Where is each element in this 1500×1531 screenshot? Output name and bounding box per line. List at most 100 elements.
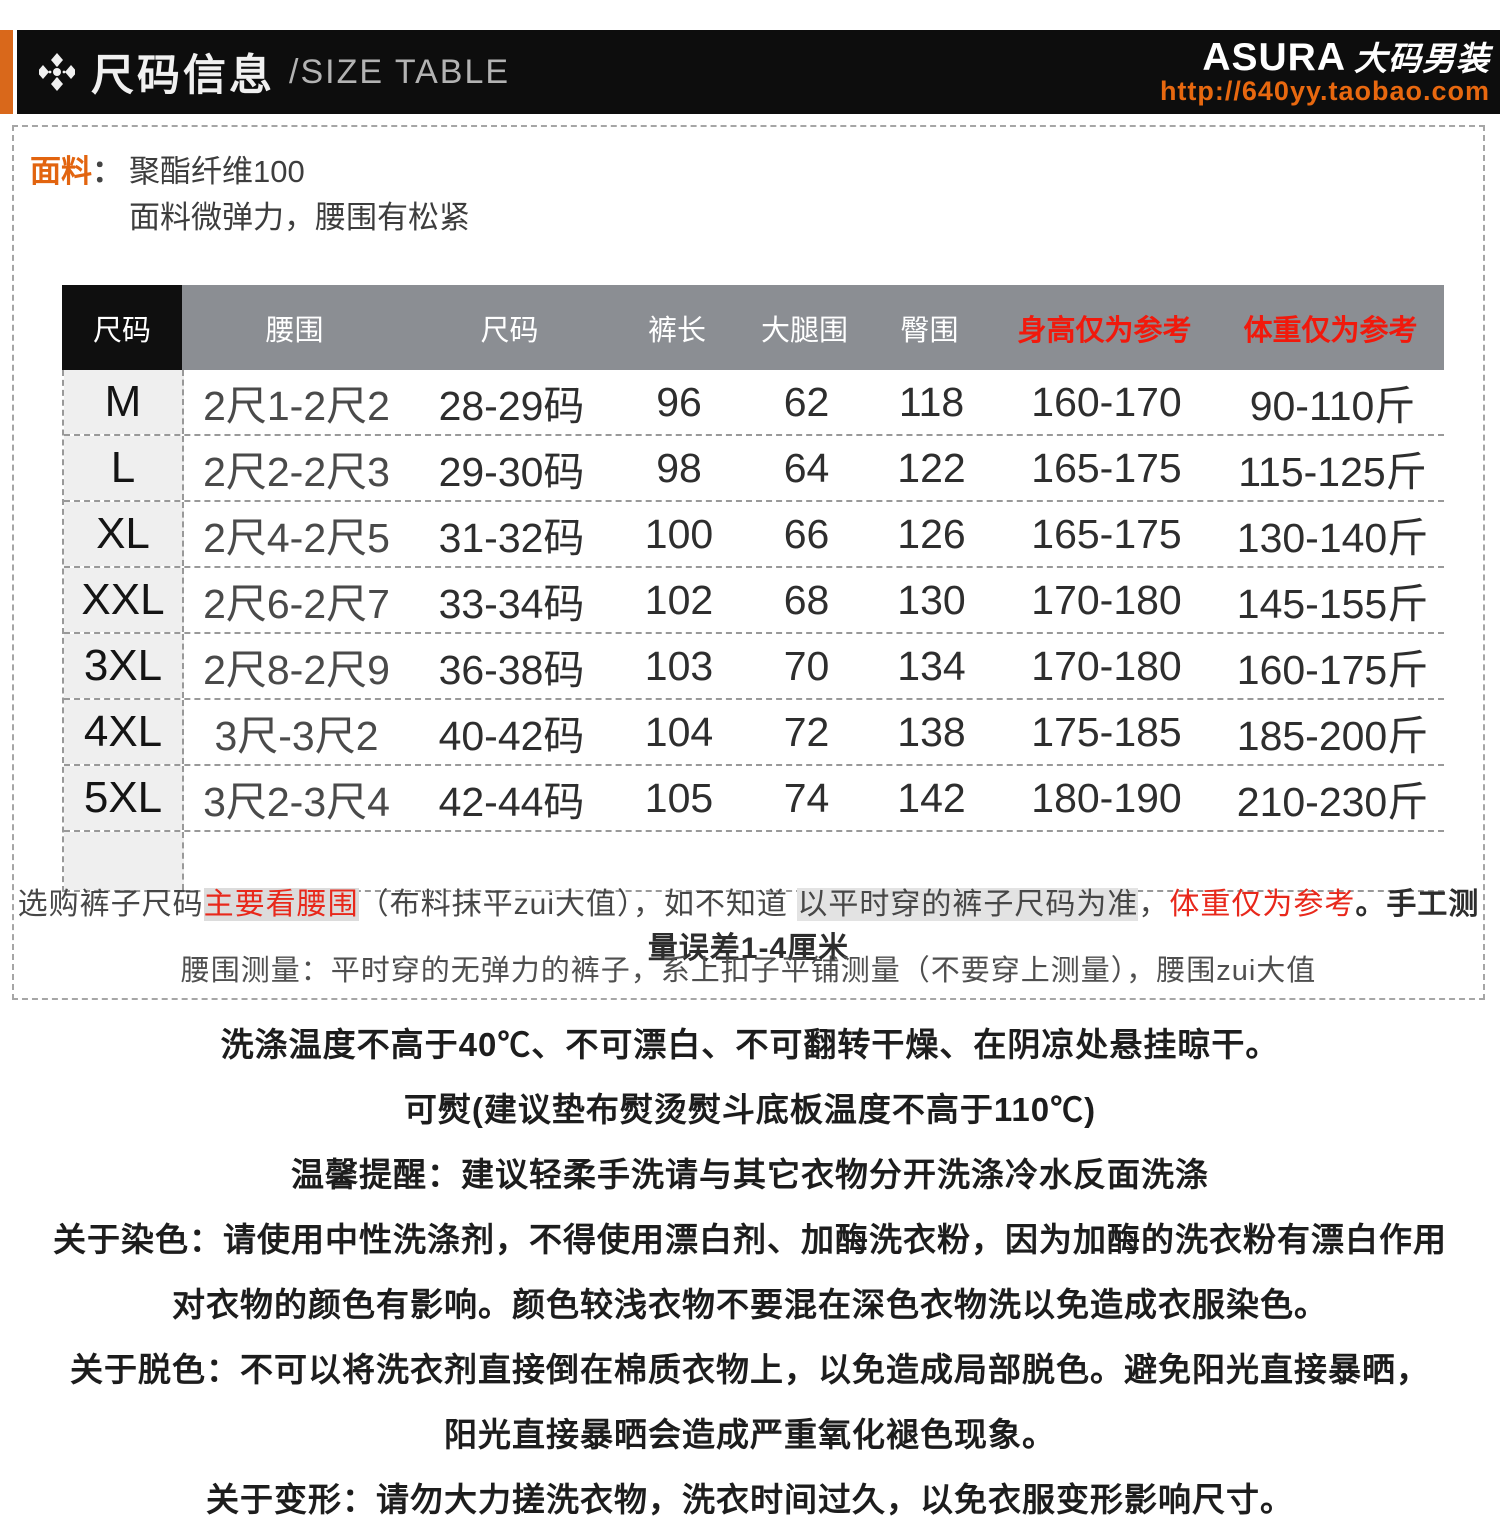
col-header-length: 裤长	[612, 285, 742, 370]
table-row: L 2尺2-2尺3 29-30码 98 64 122 165-175 115-125斤	[64, 436, 1444, 502]
fabric-colon: ：	[92, 154, 123, 189]
cell-size-label: 4XL	[64, 700, 184, 764]
cell-height-ref: 160-170	[1031, 378, 1182, 425]
note-part: （布料抹平zui大值），如不知道	[358, 888, 798, 921]
col-header-height-ref: 身高仅为参考	[992, 285, 1217, 370]
fabric-info: 面料 ： 聚酯纤维100 面料微弹力，腰围有松紧	[30, 149, 470, 241]
care-line: 对衣物的颜色有影响。颜色较浅衣物不要混在深色衣物洗以免造成衣服染色。	[172, 1286, 1328, 1323]
cell-pant-length: 105	[644, 774, 714, 821]
cell-pant-length: 98	[656, 444, 702, 491]
cell-size-code: 33-34码	[438, 581, 585, 627]
size-table-body: M 2尺1-2尺2 28-29码 96 62 118 160-170 90-110斤 L 2尺2-…	[62, 370, 1444, 892]
care-line: 阳光直接暴晒会造成严重氧化褪色现象。	[444, 1416, 1056, 1453]
size-note-line2: 腰围测量：平时穿的无弹力的裤子，系上扣子平铺测量（不要穿上测量），腰围zui大值	[180, 955, 1317, 987]
care-line: 可熨(建议垫布熨烫熨斗底板温度不高于110℃)	[403, 1091, 1097, 1128]
cell-weight-ref: 130-140斤	[1236, 515, 1429, 561]
cell-pant-length: 96	[656, 378, 702, 425]
cell-waist: 2尺2-2尺3	[203, 449, 390, 495]
cell-thigh: 70	[783, 642, 830, 689]
cell-size-label: L	[64, 436, 184, 500]
cell-waist: 3尺-3尺2	[214, 713, 379, 759]
cell-hip: 130	[897, 576, 966, 623]
col-header-size: 尺码	[62, 285, 182, 370]
cell-waist: 2尺6-2尺7	[203, 581, 390, 627]
cell-pant-length: 102	[644, 576, 714, 623]
brand-latin: ASURA	[1202, 36, 1346, 80]
size-info-panel: 面料 ： 聚酯纤维100 面料微弹力，腰围有松紧 尺码 腰围 尺码 裤长 大腿围…	[12, 125, 1485, 1000]
cell-size-label: XL	[64, 502, 184, 566]
cell-size-code: 29-30码	[438, 449, 585, 495]
table-row: M 2尺1-2尺2 28-29码 96 62 118 160-170 90-110斤	[64, 370, 1444, 436]
page-title: 尺码信息	[91, 52, 275, 100]
compass-ornament-icon	[39, 51, 75, 93]
cell-weight-ref: 145-155斤	[1236, 581, 1429, 627]
cell-weight-ref: 185-200斤	[1236, 713, 1429, 759]
cell-height-ref: 175-185	[1031, 708, 1182, 755]
page-title-en: /SIZE TABLE	[289, 52, 511, 91]
cell-hip: 118	[898, 378, 965, 425]
table-row: XXL 2尺6-2尺7 33-34码 102 68 130 170-180 145-155斤	[64, 568, 1444, 634]
cell-waist: 2尺1-2尺2	[203, 383, 390, 429]
care-line: 关于脱色：不可以将洗衣剂直接倒在棉质衣物上，以免造成局部脱色。避免阳光直接暴晒，	[70, 1351, 1430, 1388]
cell-hip: 138	[897, 708, 966, 755]
cell-size-code: 36-38码	[438, 647, 585, 693]
size-table: 尺码 腰围 尺码 裤长 大腿围 臀围 身高仅为参考 体重仅为参考 M 2尺1-2尺…	[62, 285, 1444, 892]
cell-size-label: M	[64, 370, 184, 434]
cell-weight-ref: 160-175斤	[1236, 647, 1429, 693]
care-instructions: 洗涤温度不高于40℃、不可漂白、不可翻转干燥、在阴凉处悬挂晾干。 可熨(建议垫布…	[0, 1012, 1500, 1531]
note-part-highlight: 以平时穿的裤子尺码为准	[797, 888, 1139, 921]
cell-weight-ref: 210-230斤	[1236, 779, 1429, 825]
cell-hip: 122	[897, 444, 966, 491]
cell-height-ref: 165-175	[1031, 510, 1182, 557]
col-header-waist: 腰围	[182, 285, 407, 370]
size-table-header: 尺码 腰围 尺码 裤长 大腿围 臀围 身高仅为参考 体重仅为参考	[62, 285, 1444, 370]
cell-waist: 3尺2-3尺4	[203, 779, 390, 825]
cell-weight-ref: 115-125斤	[1238, 449, 1427, 495]
table-row: 3XL 2尺8-2尺9 36-38码 103 70 134 170-180 160-175斤	[64, 634, 1444, 700]
cell-thigh: 68	[783, 576, 830, 623]
note-part-red: 体重仅为参考	[1169, 888, 1356, 921]
cell-size-label: 5XL	[64, 766, 184, 830]
fabric-line-2: 面料微弹力，腰围有松紧	[129, 200, 470, 235]
fabric-line-1: 聚酯纤维100	[129, 154, 305, 189]
cell-size-code: 28-29码	[438, 383, 585, 429]
cell-height-ref: 170-180	[1031, 576, 1182, 623]
cell-height-ref: 180-190	[1031, 774, 1182, 821]
cell-thigh: 74	[783, 774, 830, 821]
col-header-size-code: 尺码	[407, 285, 612, 370]
cell-height-ref: 170-180	[1031, 642, 1182, 689]
brand-name: ASURA 大码男装	[1160, 38, 1490, 78]
cell-pant-length: 103	[644, 642, 714, 689]
cell-hip: 142	[897, 774, 966, 821]
cell-waist: 2尺4-2尺5	[203, 515, 390, 561]
cell-thigh: 66	[783, 510, 830, 557]
care-line: 关于染色：请使用中性洗涤剂，不得使用漂白剂、加酶洗衣粉，因为加酶的洗衣粉有漂白作…	[53, 1221, 1447, 1258]
col-header-hip: 臀围	[867, 285, 992, 370]
cell-empty	[64, 832, 184, 890]
brand-chinese: 大码男装	[1354, 39, 1490, 79]
cell-size-label: XXL	[64, 568, 184, 632]
note-part: 选购裤子尺码	[17, 888, 204, 921]
size-note-line1: 选购裤子尺码主要看腰围（布料抹平zui大值），如不知道 以平时穿的裤子尺码为准，…	[14, 879, 1483, 967]
care-line: 温馨提醒：建议轻柔手洗请与其它衣物分开洗涤冷水反面洗涤	[291, 1156, 1209, 1193]
orange-accent-block	[0, 30, 13, 114]
cell-hip: 134	[897, 642, 966, 689]
cell-weight-ref: 90-110斤	[1249, 383, 1416, 429]
cell-hip: 126	[897, 510, 966, 557]
cell-pant-length: 100	[644, 510, 714, 557]
cell-pant-length: 104	[644, 708, 714, 755]
table-row-empty	[64, 832, 1444, 892]
cell-thigh: 72	[783, 708, 830, 755]
note-part: ，	[1138, 888, 1170, 921]
store-url-link[interactable]: http://640yy.taobao.com	[1159, 76, 1490, 107]
care-line: 洗涤温度不高于40℃、不可漂白、不可翻转干燥、在阴凉处悬挂晾干。	[220, 1026, 1280, 1063]
table-row: 5XL 3尺2-3尺4 42-44码 105 74 142 180-190 210-230斤	[64, 766, 1444, 832]
fabric-lines: 聚酯纤维100 面料微弹力，腰围有松紧	[129, 149, 470, 241]
col-header-weight-ref: 体重仅为参考	[1217, 285, 1444, 370]
cell-size-code: 40-42码	[438, 713, 585, 759]
care-line: 关于变形：请勿大力搓洗衣物，洗衣时间过久，以免衣服变形影响尺寸。	[206, 1481, 1294, 1518]
note-part-highlight-red: 主要看腰围	[203, 888, 359, 921]
cell-thigh: 62	[783, 378, 830, 425]
cell-size-code: 42-44码	[438, 779, 585, 825]
